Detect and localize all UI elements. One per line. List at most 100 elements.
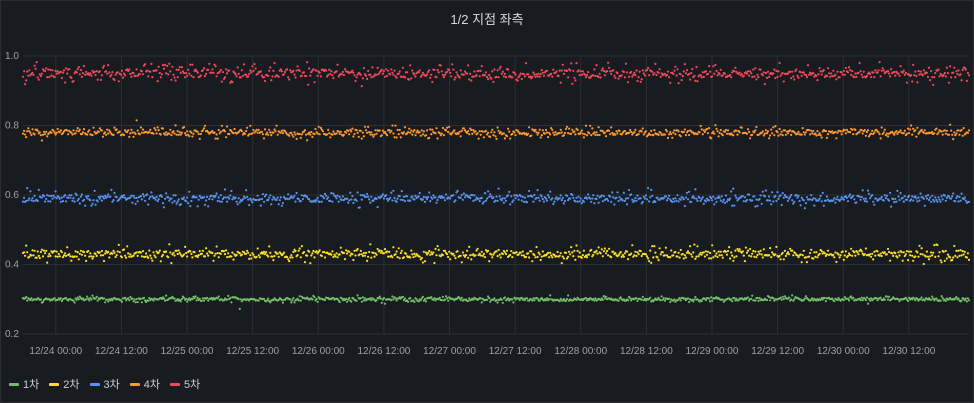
data-point bbox=[753, 255, 756, 258]
legend-item-4[interactable]: 4차 bbox=[129, 377, 160, 391]
data-point bbox=[319, 75, 322, 78]
data-point bbox=[253, 63, 256, 66]
data-point bbox=[496, 69, 499, 72]
data-point bbox=[940, 195, 943, 198]
data-point bbox=[709, 251, 712, 255]
data-point bbox=[878, 133, 881, 136]
data-point bbox=[68, 253, 71, 256]
data-point bbox=[924, 195, 928, 198]
data-point bbox=[228, 69, 231, 72]
data-point bbox=[198, 297, 201, 301]
data-point bbox=[565, 69, 569, 72]
data-point bbox=[50, 131, 53, 134]
data-point bbox=[84, 73, 87, 76]
legend-swatch-3-icon bbox=[89, 382, 100, 386]
data-point bbox=[581, 70, 584, 73]
data-point bbox=[601, 130, 604, 133]
data-point bbox=[511, 76, 514, 79]
data-point bbox=[943, 259, 946, 262]
legend-item-2[interactable]: 2차 bbox=[49, 377, 80, 391]
data-point bbox=[664, 128, 668, 131]
data-point bbox=[435, 76, 438, 79]
data-point bbox=[106, 298, 109, 301]
data-point bbox=[79, 68, 82, 72]
data-point bbox=[571, 251, 574, 254]
data-point bbox=[959, 199, 962, 202]
data-point bbox=[82, 198, 86, 201]
data-point bbox=[633, 254, 636, 257]
data-point bbox=[384, 194, 388, 197]
data-point bbox=[389, 196, 392, 199]
data-point bbox=[596, 252, 599, 255]
data-point bbox=[267, 133, 270, 136]
data-point bbox=[335, 197, 338, 200]
data-point bbox=[682, 70, 685, 73]
data-point bbox=[686, 129, 690, 133]
data-point bbox=[661, 298, 664, 301]
data-point bbox=[628, 75, 631, 78]
x-tick-label: 12/25 12:00 bbox=[226, 346, 279, 357]
data-point bbox=[537, 72, 540, 75]
data-point bbox=[909, 128, 912, 131]
data-point bbox=[31, 71, 34, 74]
data-point bbox=[791, 294, 794, 297]
data-point bbox=[79, 195, 82, 198]
data-point bbox=[482, 252, 485, 256]
data-point bbox=[176, 130, 179, 133]
data-point bbox=[296, 65, 299, 68]
data-point bbox=[845, 128, 849, 131]
data-point bbox=[97, 195, 100, 199]
data-point bbox=[329, 72, 332, 75]
data-point bbox=[241, 133, 244, 136]
legend-item-1[interactable]: 1차 bbox=[9, 377, 39, 391]
data-point bbox=[597, 201, 600, 204]
data-point bbox=[340, 73, 343, 76]
data-point bbox=[769, 199, 772, 202]
data-point bbox=[114, 73, 117, 76]
data-point bbox=[966, 252, 970, 255]
data-point bbox=[811, 132, 814, 135]
data-point bbox=[780, 298, 783, 301]
data-point bbox=[272, 69, 275, 72]
data-point bbox=[175, 202, 178, 205]
data-point bbox=[569, 197, 572, 200]
data-point bbox=[801, 254, 804, 257]
data-point bbox=[783, 249, 787, 252]
data-point bbox=[355, 129, 358, 132]
data-point bbox=[798, 199, 801, 203]
data-point bbox=[31, 249, 34, 252]
data-point bbox=[839, 254, 842, 257]
data-point bbox=[413, 129, 416, 132]
data-point bbox=[531, 75, 534, 78]
data-point bbox=[585, 197, 589, 200]
data-point bbox=[390, 299, 393, 302]
data-point bbox=[364, 195, 368, 198]
data-point bbox=[230, 255, 233, 258]
data-point bbox=[825, 74, 829, 78]
data-point bbox=[351, 69, 354, 72]
data-point bbox=[488, 195, 491, 198]
data-point bbox=[236, 66, 239, 69]
data-point bbox=[810, 194, 813, 197]
data-point bbox=[964, 297, 967, 300]
data-point bbox=[802, 131, 805, 134]
data-point bbox=[185, 72, 188, 75]
data-point bbox=[388, 128, 391, 132]
data-point bbox=[418, 69, 421, 72]
data-point bbox=[734, 249, 737, 252]
data-point bbox=[151, 195, 154, 198]
legend-item-5[interactable]: 5차 bbox=[170, 377, 200, 391]
data-point bbox=[64, 252, 67, 255]
legend-item-3[interactable]: 3차 bbox=[89, 377, 120, 391]
data-point bbox=[916, 126, 919, 129]
data-point bbox=[349, 191, 352, 194]
data-point bbox=[251, 65, 254, 68]
data-point bbox=[898, 254, 901, 257]
data-point bbox=[428, 69, 431, 72]
data-point bbox=[644, 130, 648, 133]
data-point bbox=[730, 190, 733, 193]
data-point bbox=[88, 299, 91, 302]
data-point bbox=[282, 251, 286, 254]
data-point bbox=[379, 297, 382, 300]
data-point bbox=[124, 196, 127, 199]
